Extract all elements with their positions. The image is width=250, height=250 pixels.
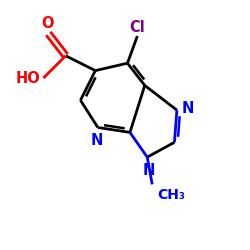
Text: N: N xyxy=(142,162,155,178)
Text: N: N xyxy=(181,102,194,116)
Text: HO: HO xyxy=(16,70,40,86)
Text: Cl: Cl xyxy=(130,20,145,35)
Text: O: O xyxy=(41,16,54,30)
Text: CH₃: CH₃ xyxy=(158,188,186,202)
Text: N: N xyxy=(90,133,103,148)
